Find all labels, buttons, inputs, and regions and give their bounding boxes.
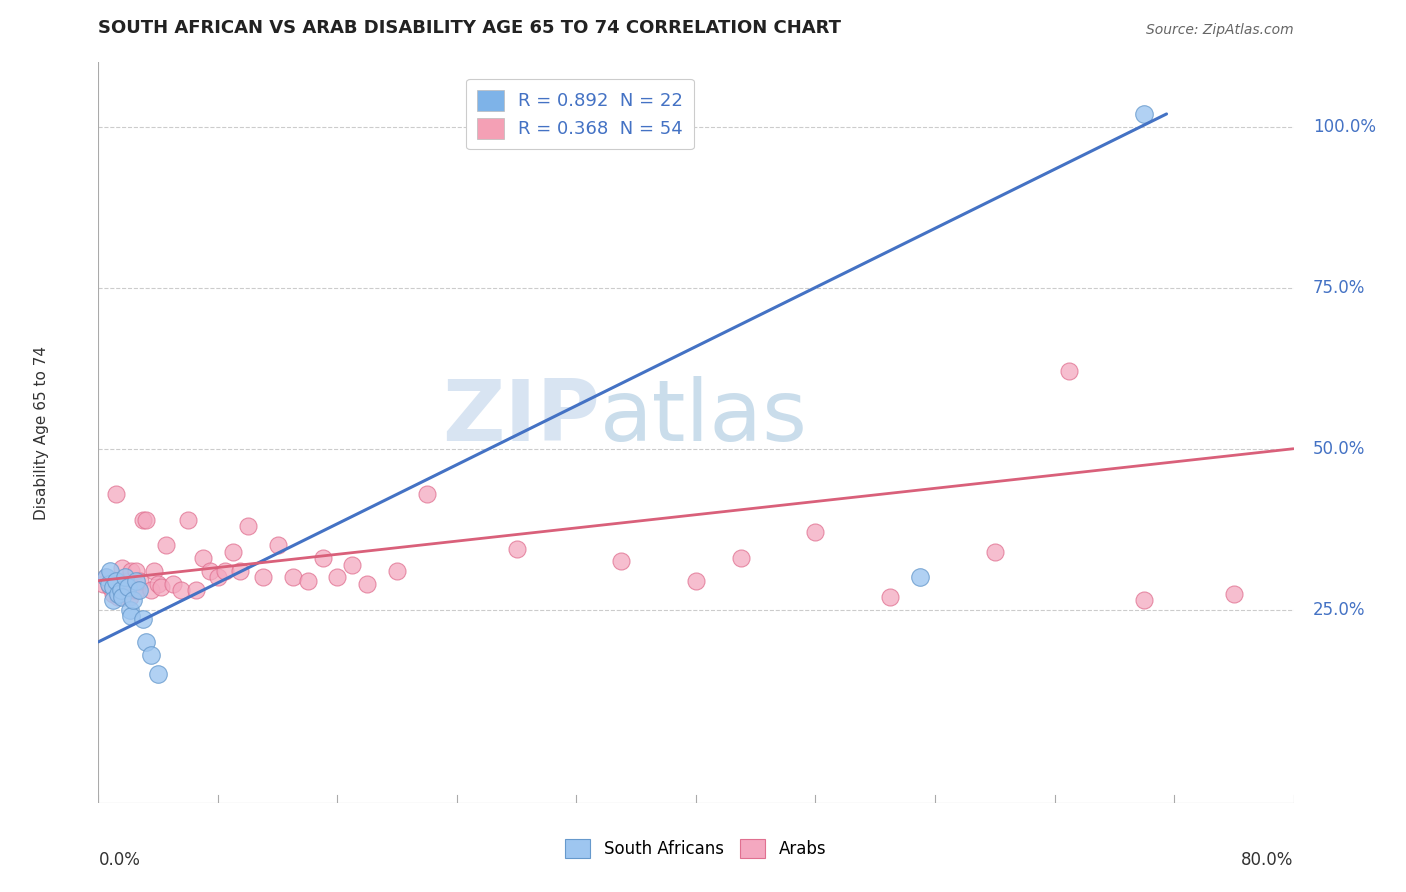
Point: [139, 583, 162, 598]
Point: [129, 574, 152, 588]
Point: [125, 564, 148, 578]
Point: [356, 577, 378, 591]
Point: [94, 570, 117, 584]
Point: [184, 583, 207, 598]
Point: [121, 593, 143, 607]
Text: Source: ZipAtlas.com: Source: ZipAtlas.com: [1146, 22, 1294, 37]
Text: 80.0%: 80.0%: [1241, 851, 1294, 869]
Point: [1133, 107, 1156, 121]
Point: [281, 570, 304, 584]
Point: [155, 538, 177, 552]
Point: [148, 667, 170, 681]
Text: atlas: atlas: [600, 376, 808, 459]
Point: [135, 635, 157, 649]
Point: [162, 577, 184, 591]
Point: [98, 564, 122, 578]
Point: [150, 580, 173, 594]
Point: [98, 580, 122, 594]
Point: [114, 583, 136, 598]
Point: [120, 564, 142, 578]
Point: [297, 574, 319, 588]
Point: [342, 558, 364, 572]
Point: [191, 551, 214, 566]
Point: [114, 570, 136, 584]
Point: [267, 538, 290, 552]
Text: 100.0%: 100.0%: [1313, 118, 1376, 136]
Point: [730, 551, 752, 566]
Point: [385, 564, 409, 578]
Point: [879, 590, 901, 604]
Text: ZIP: ZIP: [443, 376, 600, 459]
Point: [103, 580, 125, 594]
Point: [110, 574, 132, 588]
Point: [117, 574, 139, 588]
Point: [103, 593, 125, 607]
Point: [111, 561, 134, 575]
Point: [117, 580, 139, 594]
Point: [908, 570, 931, 584]
Point: [1223, 586, 1246, 600]
Legend: South Africans, Arabs: South Africans, Arabs: [558, 832, 834, 865]
Point: [214, 564, 236, 578]
Point: [200, 564, 222, 578]
Point: [103, 586, 125, 600]
Point: [135, 512, 157, 526]
Point: [128, 583, 150, 598]
Point: [148, 577, 170, 591]
Point: [132, 512, 155, 526]
Point: [236, 519, 259, 533]
Point: [984, 545, 1007, 559]
Point: [94, 570, 117, 584]
Point: [107, 590, 129, 604]
Point: [118, 602, 141, 616]
Point: [142, 564, 165, 578]
Point: [110, 583, 132, 598]
Point: [207, 570, 229, 584]
Point: [610, 554, 633, 568]
Point: [107, 586, 129, 600]
Point: [124, 583, 146, 598]
Text: 75.0%: 75.0%: [1313, 279, 1365, 297]
Point: [416, 487, 439, 501]
Point: [111, 590, 134, 604]
Point: [804, 525, 827, 540]
Text: 0.0%: 0.0%: [98, 851, 141, 869]
Point: [506, 541, 529, 556]
Point: [97, 577, 120, 591]
Text: 50.0%: 50.0%: [1313, 440, 1365, 458]
Point: [1059, 364, 1081, 378]
Point: [127, 583, 149, 598]
Text: SOUTH AFRICAN VS ARAB DISABILITY AGE 65 TO 74 CORRELATION CHART: SOUTH AFRICAN VS ARAB DISABILITY AGE 65 …: [98, 19, 841, 37]
Point: [132, 612, 155, 626]
Point: [91, 577, 114, 591]
Text: 25.0%: 25.0%: [1313, 600, 1365, 619]
Point: [105, 487, 128, 501]
Point: [229, 564, 252, 578]
Point: [177, 512, 200, 526]
Point: [252, 570, 274, 584]
Point: [326, 570, 349, 584]
Point: [311, 551, 333, 566]
Point: [118, 590, 141, 604]
Point: [139, 648, 162, 662]
Text: Disability Age 65 to 74: Disability Age 65 to 74: [34, 345, 49, 520]
Point: [1133, 593, 1156, 607]
Point: [685, 574, 707, 588]
Point: [125, 574, 148, 588]
Point: [120, 609, 142, 624]
Point: [222, 545, 245, 559]
Point: [169, 583, 191, 598]
Point: [105, 574, 128, 588]
